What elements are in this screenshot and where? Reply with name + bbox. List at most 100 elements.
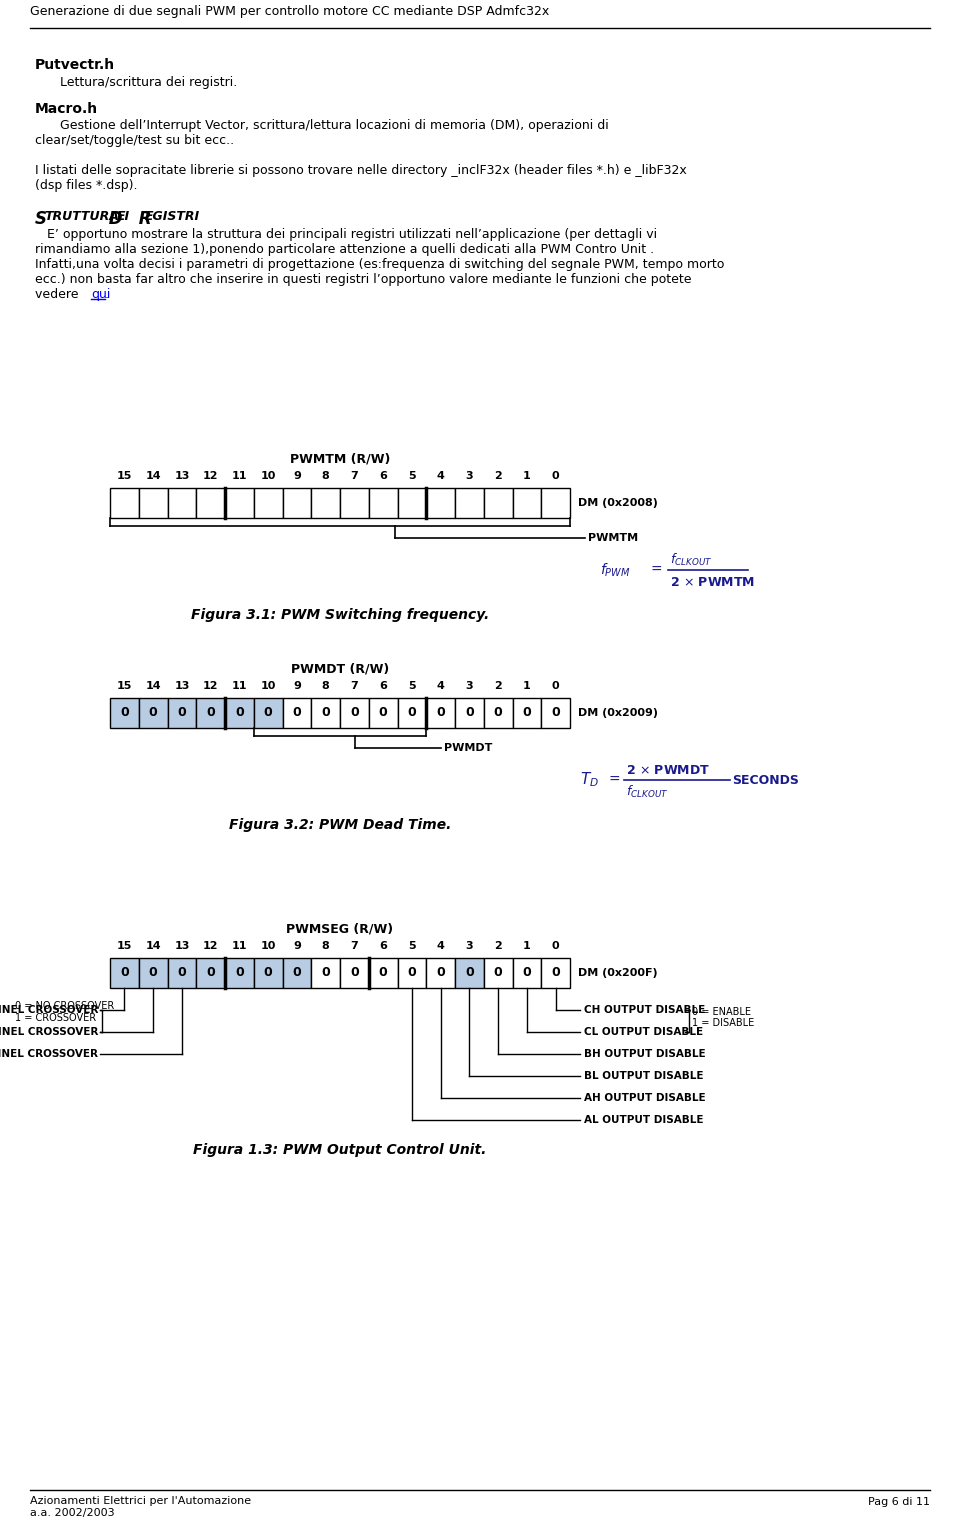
Bar: [139, 487, 167, 518]
Bar: [484, 698, 513, 729]
Bar: [253, 487, 282, 518]
Bar: [541, 958, 570, 988]
Text: ecc.) non basta far altro che inserire in questi registri l’opportuno valore med: ecc.) non basta far altro che inserire i…: [35, 273, 691, 285]
Text: EGISTRI: EGISTRI: [145, 209, 200, 223]
Bar: [167, 487, 196, 518]
Bar: [139, 698, 167, 729]
Text: Azionamenti Elettrici per l'Automazione: Azionamenti Elettrici per l'Automazione: [30, 1497, 252, 1506]
Text: R: R: [133, 209, 152, 228]
Text: 0: 0: [120, 706, 129, 720]
Text: DM (0x200F): DM (0x200F): [578, 968, 658, 978]
Text: Figura 1.3: PWM Output Control Unit.: Figura 1.3: PWM Output Control Unit.: [193, 1143, 487, 1157]
Text: 10: 10: [260, 682, 276, 691]
Text: 15: 15: [117, 682, 132, 691]
Text: 12: 12: [203, 682, 218, 691]
Text: Figura 3.2: PWM Dead Time.: Figura 3.2: PWM Dead Time.: [228, 818, 451, 832]
Bar: [340, 698, 369, 729]
Bar: [225, 698, 253, 729]
Bar: [253, 698, 282, 729]
Text: 0: 0: [436, 706, 445, 720]
Text: clear/set/toggle/test su bit ecc..: clear/set/toggle/test su bit ecc..: [35, 134, 234, 147]
Text: 2: 2: [494, 941, 502, 950]
Bar: [110, 958, 139, 988]
Text: 0: 0: [522, 967, 531, 979]
Text: 0: 0: [149, 967, 157, 979]
Text: $T_D$: $T_D$: [580, 771, 599, 789]
Text: 0: 0: [293, 706, 301, 720]
Text: TRUTTURA: TRUTTURA: [44, 209, 119, 223]
Bar: [455, 698, 484, 729]
Text: 9: 9: [293, 682, 300, 691]
Text: E’ opportuno mostrare la struttura dei principali registri utilizzati nell’appli: E’ opportuno mostrare la struttura dei p…: [35, 228, 658, 241]
Text: 0 = ENABLE: 0 = ENABLE: [692, 1006, 751, 1017]
Text: 0: 0: [379, 706, 388, 720]
Text: DM (0x2008): DM (0x2008): [578, 498, 658, 509]
Bar: [426, 958, 455, 988]
Bar: [225, 958, 253, 988]
Bar: [282, 698, 311, 729]
Text: Generazione di due segnali PWM per controllo motore CC mediante DSP Admfc32x: Generazione di due segnali PWM per contr…: [30, 5, 549, 18]
Bar: [282, 487, 311, 518]
Text: 0: 0: [407, 967, 417, 979]
Text: 5: 5: [408, 941, 416, 950]
Text: D: D: [103, 209, 123, 228]
Text: $f_{CLKOUT}$: $f_{CLKOUT}$: [670, 553, 712, 568]
Text: 0: 0: [235, 967, 244, 979]
Text: 0: 0: [235, 706, 244, 720]
Text: 11: 11: [231, 941, 247, 950]
Text: 1: 1: [523, 682, 531, 691]
Text: 8: 8: [322, 941, 329, 950]
Text: I listati delle sopracitate librerie si possono trovare nelle directory _inclF32: I listati delle sopracitate librerie si …: [35, 164, 686, 178]
Text: C CHANNEL CROSSOVER: C CHANNEL CROSSOVER: [0, 1049, 98, 1060]
Text: 6: 6: [379, 471, 387, 481]
Text: qui: qui: [91, 288, 110, 301]
Text: 11: 11: [231, 682, 247, 691]
Text: Figura 3.1: PWM Switching frequency.: Figura 3.1: PWM Switching frequency.: [191, 609, 490, 622]
Bar: [282, 958, 311, 988]
Bar: [513, 698, 541, 729]
Text: PWMTM: PWMTM: [588, 533, 638, 543]
Bar: [397, 958, 426, 988]
Bar: [340, 487, 369, 518]
Text: 11: 11: [231, 471, 247, 481]
Text: 4: 4: [437, 682, 444, 691]
Text: PWMTM (R/W): PWMTM (R/W): [290, 452, 390, 466]
Text: 0: 0: [493, 706, 502, 720]
Text: S: S: [35, 209, 47, 228]
Bar: [311, 487, 340, 518]
Bar: [455, 958, 484, 988]
Text: 12: 12: [203, 471, 218, 481]
Text: CL OUTPUT DISABLE: CL OUTPUT DISABLE: [584, 1028, 703, 1037]
Text: BL OUTPUT DISABLE: BL OUTPUT DISABLE: [584, 1072, 704, 1081]
Text: 0: 0: [350, 706, 359, 720]
Text: BH OUTPUT DISABLE: BH OUTPUT DISABLE: [584, 1049, 706, 1060]
Text: 7: 7: [350, 941, 358, 950]
Text: A CHANNEL CROSSOVER: A CHANNEL CROSSOVER: [0, 1005, 98, 1016]
Bar: [541, 487, 570, 518]
Text: 13: 13: [174, 682, 189, 691]
Text: rimandiamo alla sezione 1),ponendo particolare attenzione a quelli dedicati alla: rimandiamo alla sezione 1),ponendo parti…: [35, 243, 654, 257]
Text: 2 $\times$ PWMDT: 2 $\times$ PWMDT: [626, 764, 710, 777]
Text: 0: 0: [551, 706, 560, 720]
Text: 0 = NO CROSSOVER: 0 = NO CROSSOVER: [15, 1000, 114, 1011]
Bar: [513, 958, 541, 988]
Bar: [196, 958, 225, 988]
Text: 15: 15: [117, 941, 132, 950]
Text: AL OUTPUT DISABLE: AL OUTPUT DISABLE: [584, 1116, 704, 1125]
Bar: [541, 698, 570, 729]
Text: 3: 3: [466, 941, 473, 950]
Bar: [397, 698, 426, 729]
Text: 13: 13: [174, 471, 189, 481]
Text: .: .: [105, 288, 109, 301]
Text: 4: 4: [437, 471, 444, 481]
Text: 12: 12: [203, 941, 218, 950]
Text: 14: 14: [145, 471, 161, 481]
Text: Infatti,una volta decisi i parametri di progettazione (es:frequenza di switching: Infatti,una volta decisi i parametri di …: [35, 258, 725, 272]
Text: 0: 0: [465, 706, 473, 720]
Text: $f_{CLKOUT}$: $f_{CLKOUT}$: [626, 783, 668, 800]
Text: 5: 5: [408, 471, 416, 481]
Bar: [397, 487, 426, 518]
Bar: [139, 958, 167, 988]
Text: PWMDT (R/W): PWMDT (R/W): [291, 663, 389, 676]
Bar: [196, 487, 225, 518]
